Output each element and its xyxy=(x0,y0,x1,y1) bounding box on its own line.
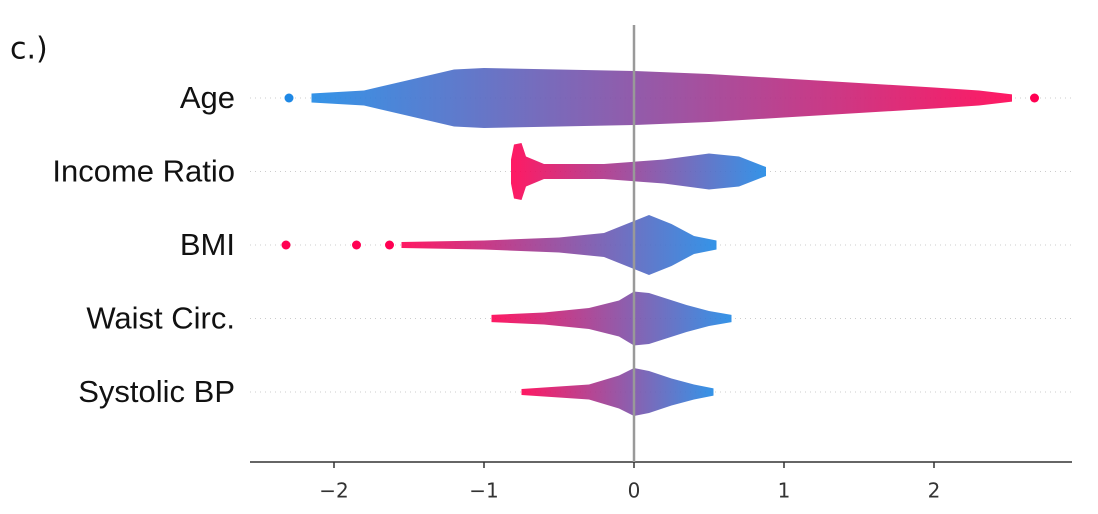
x-tick-label: 1 xyxy=(778,479,791,503)
x-tick-label: 2 xyxy=(928,479,941,503)
swarm xyxy=(521,368,714,416)
feature-label: Age xyxy=(180,80,235,115)
outlier-point xyxy=(284,93,294,103)
swarm xyxy=(491,291,732,346)
x-tick-label: −1 xyxy=(469,479,498,503)
feature-label: Waist Circ. xyxy=(86,301,235,336)
x-tick-label: −2 xyxy=(319,479,348,503)
outlier-point xyxy=(385,240,394,250)
swarm xyxy=(401,215,717,275)
outlier-point xyxy=(352,240,361,250)
chart-title: c.) xyxy=(10,32,48,67)
outlier-point xyxy=(281,240,291,250)
feature-label: Systolic BP xyxy=(78,374,235,409)
feature-label: Income Ratio xyxy=(52,154,235,189)
feature-label: BMI xyxy=(180,227,235,262)
swarm xyxy=(511,143,766,200)
outlier-point xyxy=(1030,93,1039,103)
swarm xyxy=(311,68,1012,128)
x-tick-label: 0 xyxy=(628,479,641,503)
